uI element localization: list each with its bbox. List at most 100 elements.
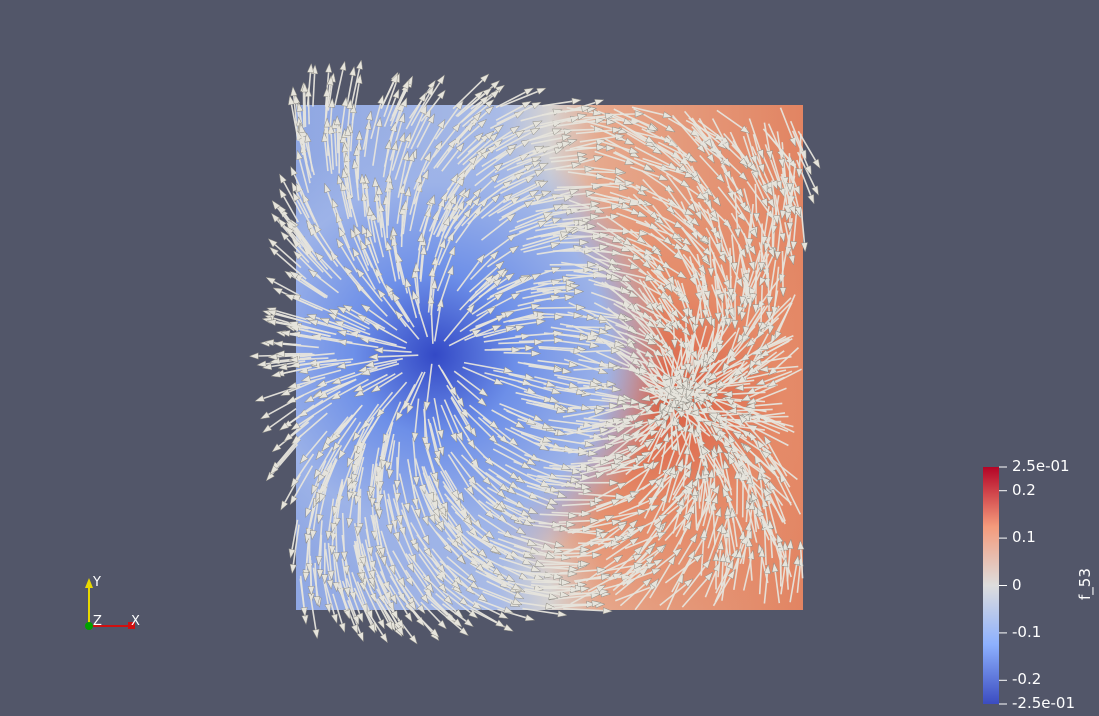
vector-glyph-head (502, 193, 513, 203)
vector-glyph-shaft (745, 305, 766, 336)
vector-glyph-shaft (587, 537, 616, 545)
vector-glyph-shaft (373, 515, 380, 546)
vector-glyph-shaft (382, 148, 389, 178)
vector-glyph-shaft (330, 133, 334, 170)
vector-glyph-shaft (704, 570, 718, 598)
vector-glyph-shaft (332, 553, 337, 583)
vector-glyph-head (766, 379, 777, 388)
vector-glyph-shaft (459, 311, 490, 333)
vector-glyph-head (270, 212, 281, 223)
vector-glyph-shaft (305, 539, 310, 573)
vector-glyph-head (372, 176, 380, 187)
vector-glyph-shaft (312, 503, 319, 531)
vector-glyph-shaft (749, 203, 754, 239)
vector-glyph-head (498, 611, 509, 619)
color-legend[interactable] (983, 466, 1007, 705)
vector-glyph-shaft (789, 564, 798, 603)
vector-glyph-shaft (387, 493, 395, 521)
vector-glyph-shaft (605, 215, 639, 240)
vector-glyph-shaft (707, 531, 721, 564)
vector-glyph-shaft (297, 357, 329, 361)
vector-glyph-head (305, 507, 313, 519)
vector-glyph-shaft (391, 87, 407, 118)
vector-glyph-shaft (361, 373, 388, 389)
vector-glyph-shaft (595, 280, 631, 295)
vector-glyph-head (449, 432, 458, 443)
vector-glyph-head (377, 94, 385, 105)
vector-glyph-shaft (337, 417, 357, 445)
vector-glyph-shaft (295, 226, 314, 252)
vector-glyph-shaft (488, 200, 513, 217)
vector-glyph-shaft (496, 277, 523, 291)
vector-glyph-shaft (350, 428, 366, 460)
vector-glyph-head (676, 457, 684, 468)
vector-glyph-head (321, 131, 329, 142)
vector-glyph-head (389, 594, 397, 605)
vector-glyph-head (493, 292, 505, 301)
vector-glyph-head (352, 614, 360, 626)
vector-glyph-head (614, 452, 625, 460)
vector-glyph-head (722, 279, 731, 290)
vector-glyph-head (524, 344, 536, 352)
vector-glyph-head (625, 496, 637, 504)
vector-glyph-head (580, 545, 591, 554)
vector-glyph-head (315, 450, 325, 461)
vector-glyph-shaft (783, 480, 802, 515)
vector-glyph-shaft (647, 209, 676, 225)
vector-glyph-shaft (788, 153, 791, 184)
vector-glyph-head (576, 304, 587, 312)
vector-glyph-head (471, 329, 483, 337)
vector-glyph-shaft (406, 371, 424, 403)
vector-glyph-head (748, 359, 757, 371)
vector-glyph-shaft (389, 584, 409, 615)
vector-glyph-head (490, 80, 501, 90)
vector-glyph-shaft (707, 515, 719, 549)
vector-glyph-shaft (787, 175, 796, 213)
vector-glyph-shaft (766, 494, 786, 525)
vector-glyph-shaft (366, 391, 394, 424)
vector-glyph-head (711, 493, 718, 505)
vector-glyph-head (553, 365, 564, 373)
vector-glyph-shaft (596, 557, 635, 576)
vector-glyph-shaft (363, 248, 381, 284)
vector-glyph-shaft (648, 476, 674, 505)
vector-glyph-shaft (405, 553, 429, 586)
vector-glyph-head (811, 185, 819, 196)
vector-glyph-head (336, 330, 348, 337)
vector-glyph-head (369, 497, 377, 508)
vector-glyph-head (606, 380, 617, 388)
vector-glyph-shaft (443, 493, 467, 520)
vector-glyph-head (666, 392, 678, 400)
vector-glyph-head (589, 330, 601, 338)
vector-glyph-head (477, 397, 488, 407)
vector-glyph-shaft (746, 462, 757, 495)
vector-glyph-shaft (389, 440, 396, 471)
vector-glyph-head (568, 565, 579, 573)
vector-glyph-head (333, 552, 341, 563)
vector-glyph-shaft (376, 201, 383, 238)
vector-glyph-shaft (763, 370, 793, 383)
vector-glyph-shaft (498, 556, 533, 570)
vector-glyph-shaft (642, 178, 670, 209)
vector-glyph-head (316, 569, 324, 580)
vector-glyph-shaft (780, 176, 793, 207)
vector-glyph-head (496, 267, 507, 277)
vector-glyph-shaft (579, 465, 612, 475)
vector-glyph-shaft (299, 352, 335, 358)
vector-glyph-shaft (622, 465, 653, 487)
vector-glyph-shaft (431, 548, 458, 580)
vector-glyph-shaft (569, 141, 597, 150)
vector-glyph-shaft (607, 228, 640, 234)
vector-glyph-head (591, 551, 603, 559)
vector-glyph-head (514, 325, 526, 333)
vector-glyph-shaft (609, 565, 648, 581)
vector-glyph-head (724, 505, 732, 516)
vector-glyph-shaft (668, 346, 686, 383)
vector-glyph-shaft (564, 429, 601, 435)
vector-glyph-shaft (334, 206, 346, 234)
vector-glyph-head (679, 179, 691, 188)
vector-glyph-head (681, 326, 691, 337)
vector-glyph-head (508, 437, 519, 447)
